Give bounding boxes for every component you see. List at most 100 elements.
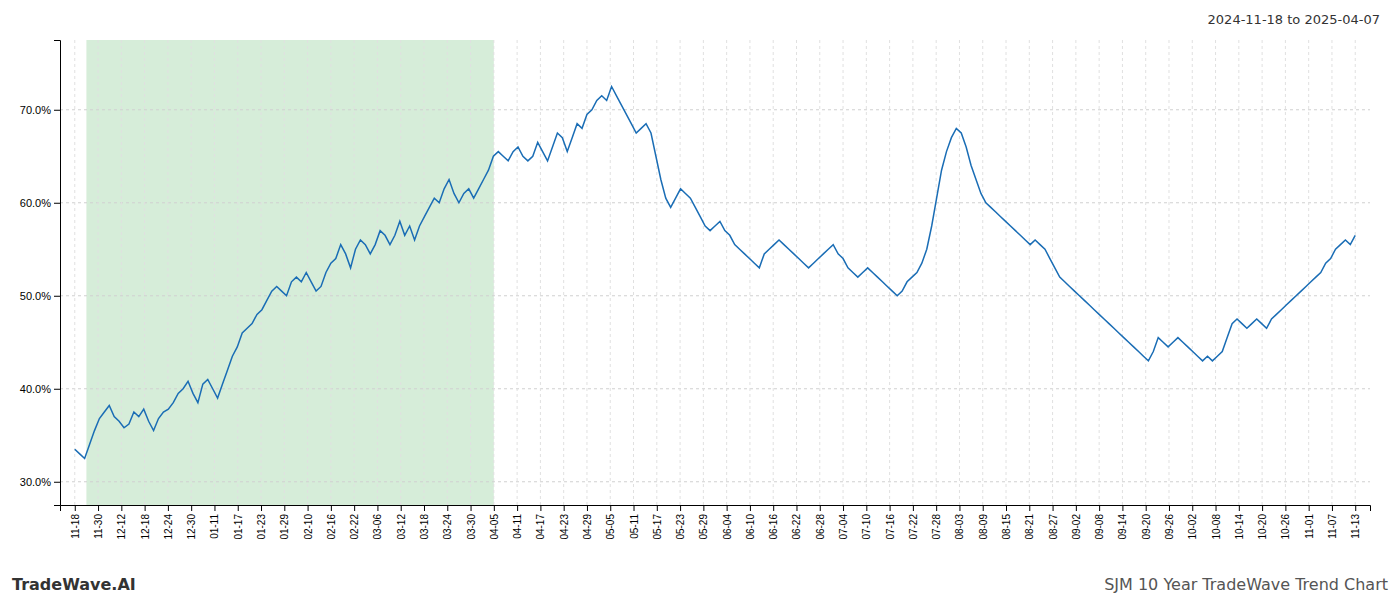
grid-line-y: [60, 109, 1370, 110]
title: 2024-11-18 to 2025-04-07: [1208, 12, 1380, 27]
x-tick: 05-17: [652, 505, 663, 540]
grid-line-x: [959, 40, 960, 505]
y-tick: 50.0%: [20, 290, 60, 302]
grid-line-x: [1355, 40, 1356, 505]
x-tick: 10-14: [1234, 505, 1245, 540]
x-tick-label: 01-23: [256, 514, 267, 540]
grid-line-x: [1006, 40, 1007, 505]
grid-line-x: [214, 40, 215, 505]
x-tick-mark: [517, 505, 518, 511]
x-tick-label: 04-17: [535, 514, 546, 540]
x-tick: 11-01: [1304, 505, 1315, 539]
x-tick: 05-05: [605, 505, 616, 540]
x-tick: 03-06: [372, 505, 383, 540]
grid-line-x: [889, 40, 890, 505]
x-tick-mark: [703, 505, 704, 511]
grid-line-x: [563, 40, 564, 505]
x-tick: 08-27: [1048, 505, 1059, 540]
x-tick-mark: [75, 505, 76, 511]
x-tick: 10-26: [1280, 505, 1291, 540]
grid-line-x: [680, 40, 681, 505]
x-tick: 07-22: [908, 505, 919, 540]
grid-line-x: [447, 40, 448, 505]
x-tick-label: 09-20: [1141, 514, 1152, 540]
x-tick-mark: [447, 505, 448, 511]
y-tick-mark: [54, 389, 60, 390]
x-tick-mark: [1122, 505, 1123, 511]
grid-line-x: [1262, 40, 1263, 505]
x-tick: 03-18: [419, 505, 430, 540]
x-tick-mark: [843, 505, 844, 511]
x-tick-label: 11-30: [93, 514, 104, 539]
x-tick-label: 10-14: [1234, 514, 1245, 540]
x-tick: 08-21: [1024, 505, 1035, 540]
x-tick-mark: [1076, 505, 1077, 511]
grid-line-x: [843, 40, 844, 505]
x-tick-mark: [1332, 505, 1333, 511]
x-tick-mark: [424, 505, 425, 511]
x-tick-label: 12-30: [186, 514, 197, 540]
x-tick-mark: [680, 505, 681, 511]
x-tick-mark: [191, 505, 192, 511]
x-tick: 05-29: [698, 505, 709, 540]
x-tick-label: 08-09: [978, 514, 989, 540]
x-tick-label: 09-02: [1071, 514, 1082, 540]
x-tick: 11-07: [1327, 505, 1338, 539]
x-tick: 04-23: [559, 505, 570, 540]
x-tick-mark: [377, 505, 378, 511]
x-tick: 02-10: [303, 505, 314, 540]
grid: [60, 40, 1370, 505]
x-tick-label: 11-18: [70, 514, 81, 539]
x-tick-mark: [913, 505, 914, 511]
x-tick-label: 03-06: [372, 514, 383, 540]
x-tick: 06-22: [791, 505, 802, 540]
x-tick-mark: [564, 505, 565, 511]
grid-line-x: [866, 40, 867, 505]
x-tick-label: 07-28: [931, 514, 942, 540]
x-tick-label: 05-17: [652, 514, 663, 540]
grid-line-x: [1099, 40, 1100, 505]
grid-line-x: [121, 40, 122, 505]
x-tick-mark: [401, 505, 402, 511]
grid-line-x: [1192, 40, 1193, 505]
grid-line-x: [912, 40, 913, 505]
x-tick: 08-03: [954, 505, 965, 540]
x-tick-mark: [214, 505, 215, 511]
x-tick-label: 10-02: [1187, 514, 1198, 540]
x-tick-mark: [308, 505, 309, 511]
x-tick: 12-18: [140, 505, 151, 540]
grid-line-x: [377, 40, 378, 505]
grid-line-x: [167, 40, 168, 505]
plot: 11-1811-3012-1212-1812-2412-3001-1101-17…: [20, 40, 1371, 540]
x-tick-mark: [471, 505, 472, 511]
x-tick: 07-16: [885, 505, 896, 540]
x-tick: 03-24: [442, 505, 453, 540]
x-tick-mark: [1355, 505, 1356, 511]
x-tick-label: 07-04: [838, 514, 849, 540]
x-tick-label: 10-26: [1280, 514, 1291, 540]
x-tick: 09-14: [1117, 505, 1128, 540]
x-tick-label: 08-15: [1001, 514, 1012, 540]
x-tick: 11-13: [1350, 505, 1361, 539]
x-tick-mark: [284, 505, 285, 511]
x-tick: 10-02: [1187, 505, 1198, 540]
x-tick-label: 03-18: [419, 514, 430, 540]
grid-line-x: [191, 40, 192, 505]
x-tick: 09-20: [1141, 505, 1152, 540]
x-tick-label: 06-16: [768, 514, 779, 540]
x-tick: 02-16: [326, 505, 337, 540]
x-tick: 03-12: [396, 505, 407, 540]
x-tick-label: 06-28: [815, 514, 826, 540]
grid-line-x: [773, 40, 774, 505]
grid-line-x: [1075, 40, 1076, 505]
grid-line-x: [1052, 40, 1053, 505]
x-tick-mark: [610, 505, 611, 511]
y-tick-label: 70.0%: [20, 104, 51, 116]
x-tick: 04-29: [582, 505, 593, 540]
x-tick-mark: [1006, 505, 1007, 511]
y-tick-label: 30.0%: [20, 476, 51, 488]
x-tick-mark: [773, 505, 774, 511]
x-tick: 10-20: [1257, 505, 1268, 540]
x-tick-label: 10-20: [1257, 514, 1268, 540]
grid-line-x: [726, 40, 727, 505]
